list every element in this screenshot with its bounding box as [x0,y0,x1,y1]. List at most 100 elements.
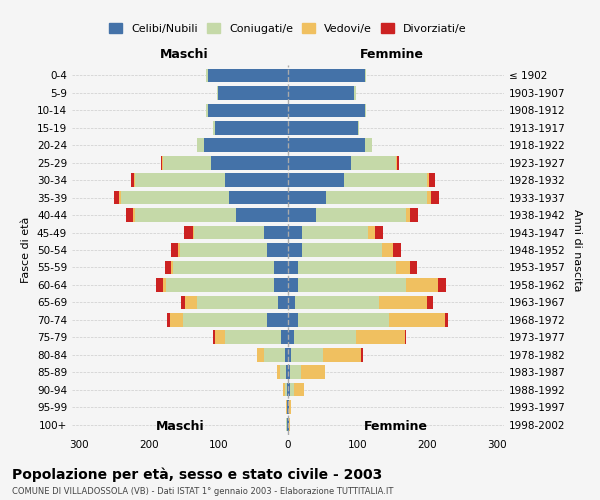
Bar [292,348,323,362]
Text: Maschi: Maschi [155,420,205,434]
Bar [211,156,288,170]
Bar [302,226,368,239]
Bar [361,348,362,362]
Bar [163,156,211,170]
Bar [257,348,263,362]
Bar [368,226,375,239]
Bar [365,68,366,82]
Bar [396,260,410,274]
Bar [197,296,278,309]
Bar [351,156,396,170]
Bar [288,400,289,414]
Bar [288,348,292,362]
Bar [290,383,293,396]
Bar [356,330,405,344]
Bar [288,104,365,117]
Bar [184,313,267,326]
Bar [215,330,225,344]
Bar [289,400,292,414]
Bar [133,208,135,222]
Text: Femmine: Femmine [359,48,424,62]
Bar [289,418,290,432]
Bar [181,296,185,309]
Bar [298,278,406,291]
Bar [288,208,316,222]
Y-axis label: Fasce di età: Fasce di età [22,217,31,283]
Bar [287,383,288,396]
Bar [178,243,180,257]
Bar [288,226,302,239]
Y-axis label: Anni di nascita: Anni di nascita [572,209,582,291]
Bar [389,313,445,326]
Bar [344,174,427,187]
Bar [427,296,433,309]
Bar [358,121,359,134]
Bar [396,156,397,170]
Bar [286,366,288,379]
Bar [427,191,431,204]
Bar [135,208,236,222]
Bar [298,260,396,274]
Bar [288,418,289,432]
Bar [288,330,293,344]
Bar [288,156,351,170]
Text: Femmine: Femmine [364,420,428,434]
Bar [193,226,194,239]
Bar [427,174,430,187]
Text: COMUNE DI VILLADOSSOLA (VB) - Dati ISTAT 1° gennaio 2003 - Elaborazione TUTTITAL: COMUNE DI VILLADOSSOLA (VB) - Dati ISTAT… [12,488,394,496]
Bar [392,243,401,257]
Bar [263,348,284,362]
Bar [288,243,302,257]
Bar [281,330,288,344]
Bar [206,104,208,117]
Bar [293,330,356,344]
Bar [180,243,267,257]
Bar [131,174,134,187]
Bar [162,156,163,170]
Bar [171,243,178,257]
Bar [197,138,205,152]
Bar [316,208,406,222]
Bar [290,366,301,379]
Bar [135,174,225,187]
Bar [114,191,119,204]
Bar [127,208,133,222]
Bar [365,104,366,117]
Bar [208,104,288,117]
Bar [445,313,448,326]
Bar [288,191,326,204]
Bar [298,313,389,326]
Bar [287,418,288,432]
Bar [288,138,365,152]
Bar [229,191,288,204]
Bar [302,243,382,257]
Bar [375,226,383,239]
Bar [121,191,229,204]
Bar [293,383,304,396]
Bar [206,68,208,82]
Bar [410,260,417,274]
Bar [171,260,173,274]
Bar [382,243,392,257]
Bar [288,366,290,379]
Bar [208,68,288,82]
Bar [267,313,288,326]
Bar [236,208,288,222]
Bar [215,121,288,134]
Bar [163,278,166,291]
Bar [278,296,288,309]
Bar [288,260,298,274]
Bar [119,191,121,204]
Bar [170,313,184,326]
Bar [173,260,274,274]
Bar [185,296,197,309]
Bar [288,68,365,82]
Bar [379,296,427,309]
Bar [161,156,162,170]
Bar [288,383,290,396]
Bar [286,400,287,414]
Bar [194,226,263,239]
Bar [354,86,356,100]
Bar [288,313,298,326]
Bar [410,208,418,222]
